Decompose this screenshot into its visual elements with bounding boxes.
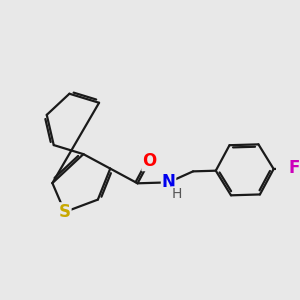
Text: S: S xyxy=(59,203,71,221)
Text: F: F xyxy=(289,159,300,177)
Text: N: N xyxy=(162,173,176,191)
Text: H: H xyxy=(172,187,182,201)
Text: O: O xyxy=(142,152,156,170)
